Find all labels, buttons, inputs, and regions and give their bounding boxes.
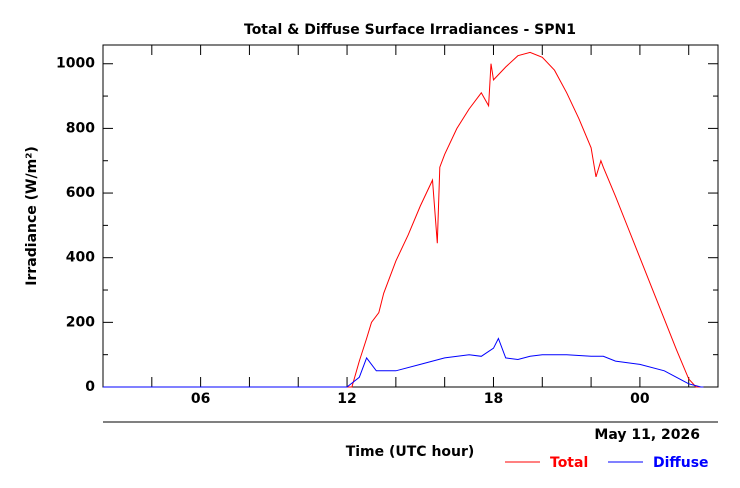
x-tick-label: 12 bbox=[337, 391, 356, 407]
date-label: May 11, 2026 bbox=[594, 427, 700, 443]
plot-frame bbox=[102, 44, 719, 388]
series-line bbox=[103, 51, 704, 388]
y-tick-label: 800 bbox=[66, 120, 95, 136]
x-axis-label: Time (UTC hour) bbox=[346, 444, 475, 460]
y-tick-label: 0 bbox=[85, 379, 95, 395]
y-tick-label: 400 bbox=[66, 250, 95, 266]
x-tick-label: 18 bbox=[484, 391, 503, 407]
y-tick-label: 600 bbox=[66, 185, 95, 201]
legend-label: Total bbox=[550, 455, 588, 471]
x-tick-label: 00 bbox=[630, 391, 650, 407]
y-axis-label: Irradiance (W/m²) bbox=[24, 146, 40, 285]
y-tick-label: 1000 bbox=[56, 56, 95, 72]
x-tick-label: 06 bbox=[191, 391, 210, 407]
y-tick-label: 200 bbox=[66, 314, 95, 330]
series-line bbox=[103, 337, 704, 388]
legend-label: Diffuse bbox=[653, 455, 709, 471]
chart-title: Total & Diffuse Surface Irradiances - SP… bbox=[244, 22, 576, 38]
